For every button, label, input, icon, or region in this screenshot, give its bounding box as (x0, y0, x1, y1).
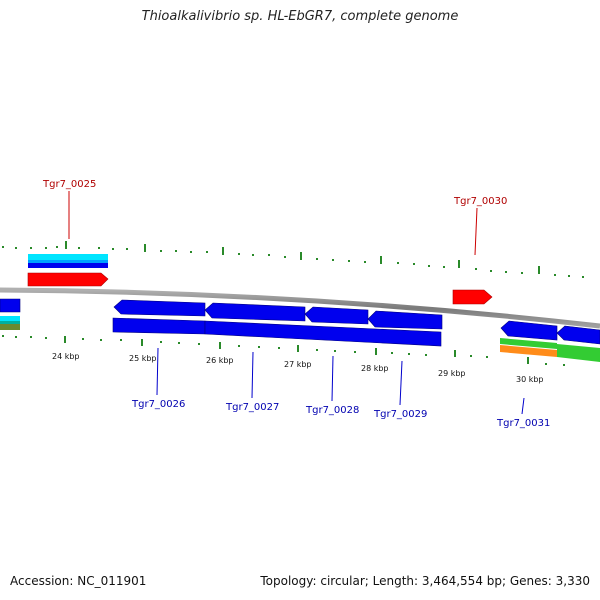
tick-label-26kbp: 26 kbp (206, 356, 234, 365)
gene-tgr7-0027a-arrow[interactable] (204, 302, 306, 322)
gene-label-tgr7-0026[interactable]: Tgr7_0026 (131, 399, 185, 410)
gene-tgr7-0030-arrow[interactable] (452, 289, 493, 305)
gene-tgr7-0026-leader (156, 347, 159, 396)
gene-tgr7-0026-arrow[interactable] (113, 299, 206, 317)
gene-right-edge-arrow[interactable] (556, 325, 600, 345)
gene-left-edge-arrow[interactable] (0, 298, 21, 313)
gene-tgr7-0030-leader (474, 207, 478, 256)
tick-label-28kbp: 28 kbp (361, 364, 389, 373)
gene-label-tgr7-0028[interactable]: Tgr7_0028 (305, 405, 359, 416)
bottom-right-features (500, 338, 600, 362)
gene-tgr7-0029-leader (399, 360, 403, 406)
tick-label-27kbp: 27 kbp (284, 360, 312, 369)
gene-tgr7-0027-leader (251, 351, 254, 399)
gene-tgr7-0025-arrow[interactable] (27, 272, 109, 287)
tick-label-24kbp: 24 kbp (52, 352, 80, 361)
gene-tgr7-0031-leader (521, 397, 525, 415)
gene-tgr7-0029a-arrow[interactable] (367, 310, 443, 330)
gene-label-tgr7-0030[interactable]: Tgr7_0030 (453, 196, 507, 207)
genome-stats-label: Topology: circular; Length: 3,464,554 bp… (260, 574, 590, 588)
gene-label-tgr7-0029[interactable]: Tgr7_0029 (373, 409, 427, 420)
top-left-features (28, 254, 108, 268)
genome-backbone (0, 287, 600, 329)
reverse-strand-genes-row2 (112, 317, 442, 347)
accession-label: Accession: NC_011901 (10, 574, 147, 588)
tick-label-29kbp: 29 kbp (438, 369, 466, 378)
gene-tgr7-0028-leader (331, 355, 334, 402)
tick-label-30kbp: 30 kbp (516, 375, 544, 384)
gene-tgr7-0028-bar[interactable] (204, 320, 442, 347)
outer-tick-row (2, 241, 584, 278)
tick-label-25kbp: 25 kbp (129, 354, 157, 363)
inner-tick-row (2, 335, 565, 366)
gene-label-tgr7-0031[interactable]: Tgr7_0031 (496, 418, 550, 429)
map-title: Thioalkalivibrio sp. HL-EbGR7, complete … (141, 9, 459, 24)
gene-tgr7-0031-arrow[interactable] (500, 320, 558, 341)
gene-tgr7-0028a-arrow[interactable] (304, 306, 369, 325)
bottom-left-features (0, 316, 20, 330)
gene-label-tgr7-0025[interactable]: Tgr7_0025 (42, 179, 96, 190)
reverse-strand-genes (0, 298, 600, 345)
gene-tgr7-0027-bar[interactable] (112, 317, 206, 335)
gene-label-tgr7-0027[interactable]: Tgr7_0027 (225, 402, 279, 413)
